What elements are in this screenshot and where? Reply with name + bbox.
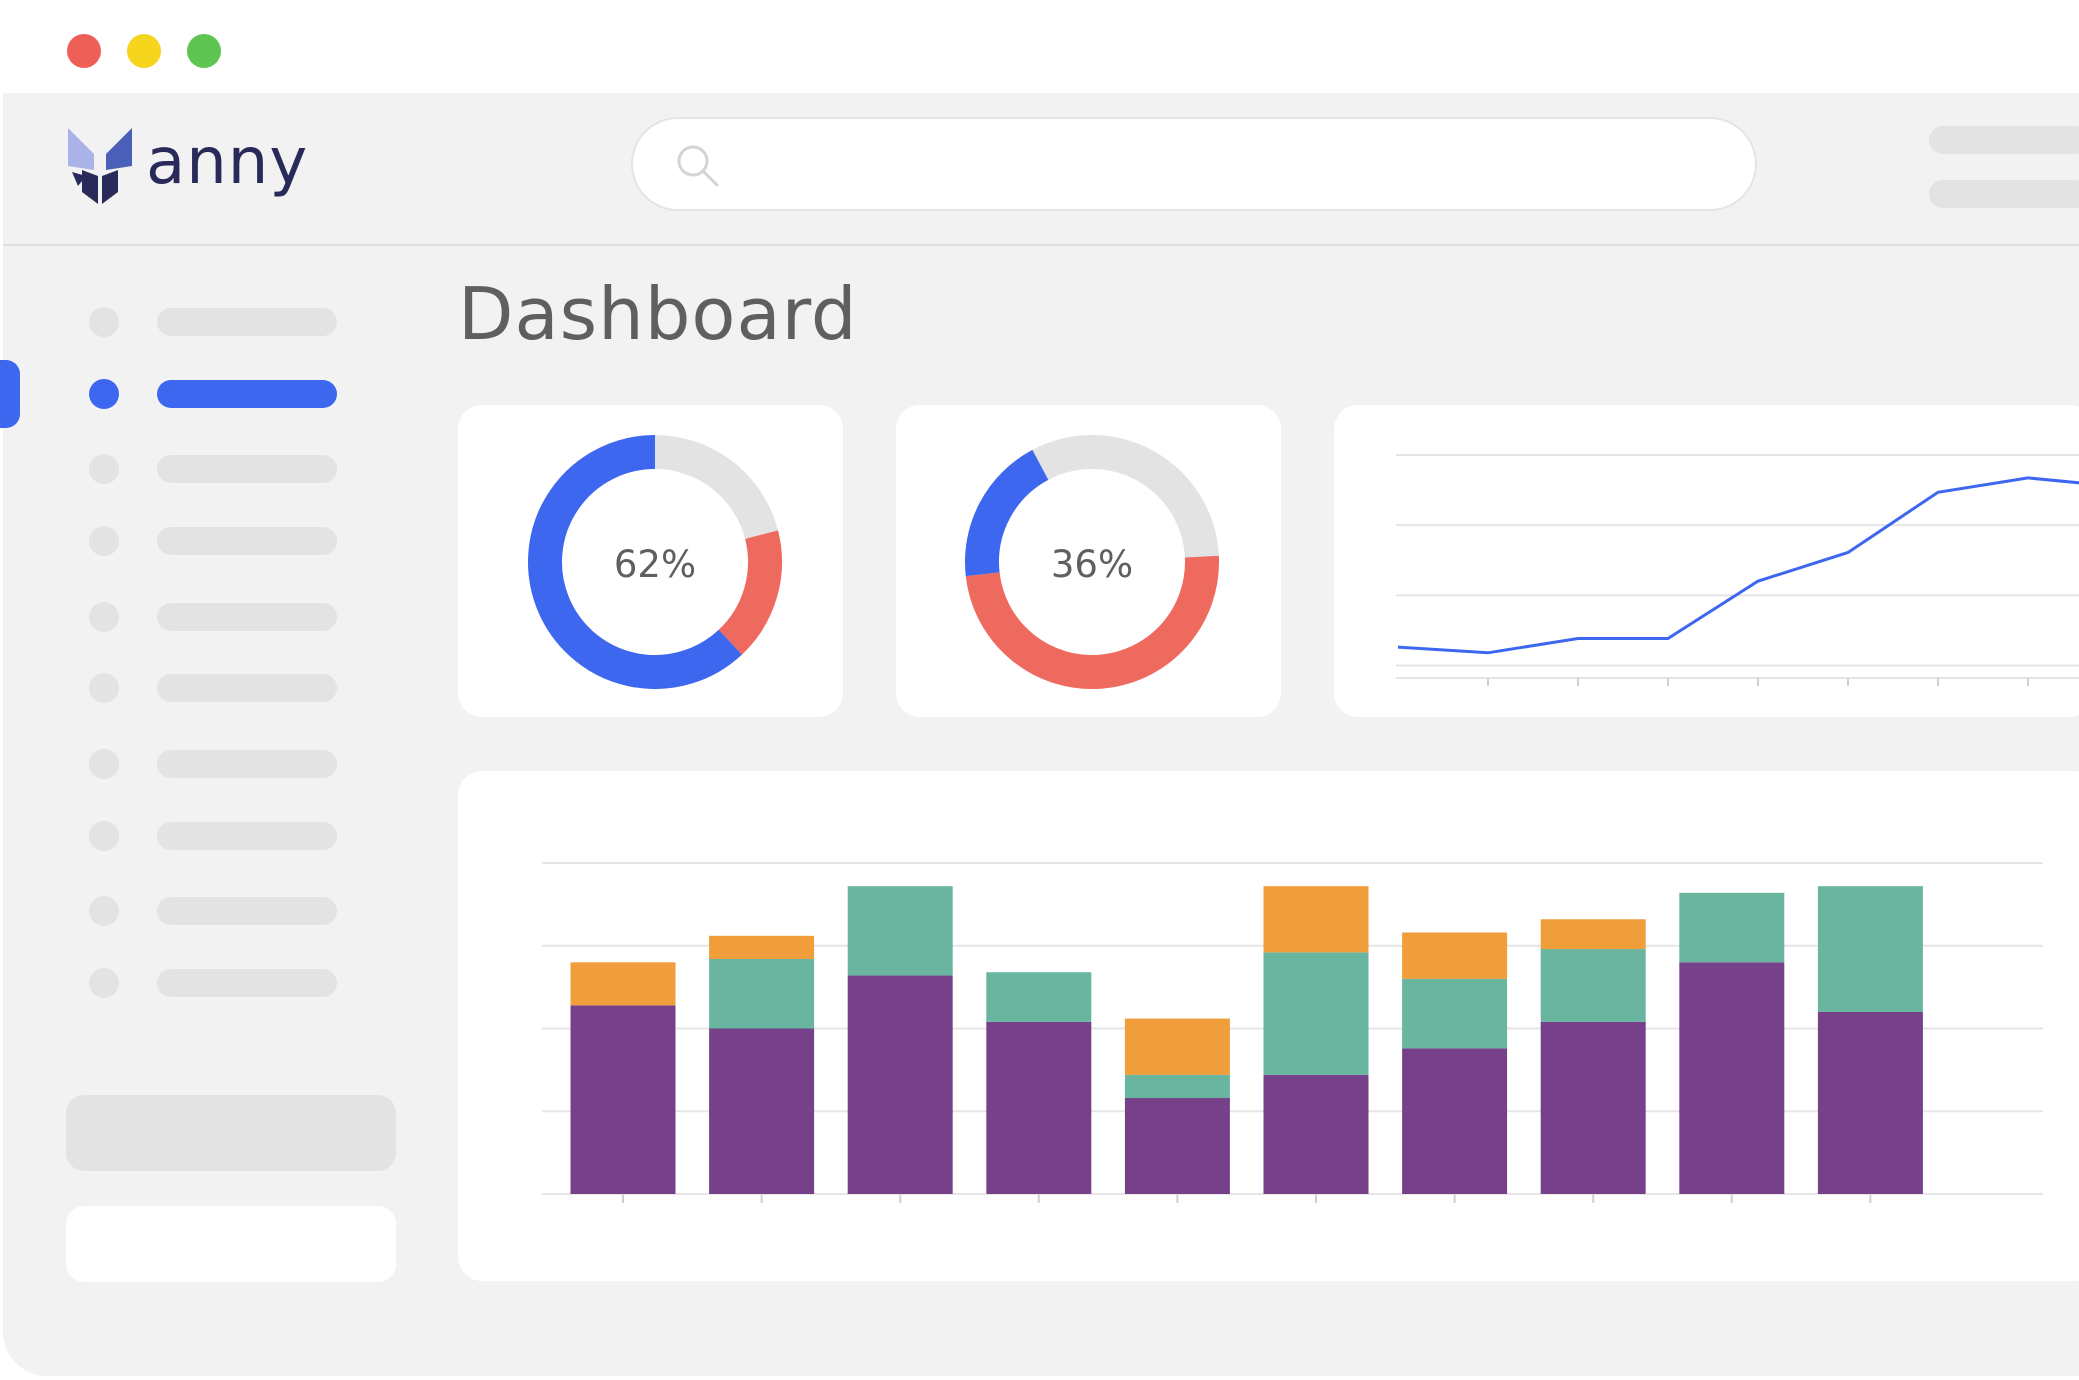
donut-segment — [528, 435, 742, 689]
sidebar-item-dot — [89, 526, 119, 556]
line-series — [1397, 476, 2079, 655]
sidebar-item-label-placeholder — [157, 822, 337, 850]
bar-segment — [1402, 932, 1508, 979]
maximize-button[interactable] — [187, 34, 221, 68]
sidebar-item-dot — [89, 454, 119, 484]
sidebar-item-dot — [89, 821, 119, 851]
sidebar-item-label-placeholder — [157, 380, 337, 408]
donut-segment — [965, 449, 1049, 577]
donut-card: 62% — [458, 405, 843, 717]
bar-segment — [1124, 1098, 1230, 1194]
brand-name: anny — [146, 125, 309, 199]
sidebar-item-dot — [89, 749, 119, 779]
sidebar-item[interactable] — [86, 746, 346, 782]
bar-segment — [570, 1005, 676, 1194]
donut-chart — [528, 435, 782, 689]
header-placeholder-bar — [1929, 180, 2079, 208]
header-placeholder-bar — [1929, 126, 2079, 154]
sidebar-item-label-placeholder — [157, 750, 337, 778]
bar-segment — [1817, 886, 1923, 1012]
stacked-bar-chart — [542, 862, 2043, 1203]
line-chart — [1396, 454, 2079, 686]
bar-segment — [570, 962, 676, 1006]
sidebar-item-label-placeholder — [157, 674, 337, 702]
bar-segment — [1263, 952, 1369, 1075]
sidebar-item[interactable] — [86, 670, 346, 706]
sidebar-item-label-placeholder — [157, 308, 337, 336]
page-title: Dashboard — [458, 272, 858, 356]
sidebar-item[interactable] — [86, 818, 346, 854]
sidebar-item[interactable] — [86, 965, 346, 1001]
bar-segment — [1679, 962, 1785, 1194]
donut-segment — [654, 435, 779, 540]
bar-segment — [1263, 1074, 1369, 1194]
bar-segment — [847, 975, 953, 1194]
search-icon — [677, 145, 719, 187]
sidebar-item[interactable] — [86, 893, 346, 929]
bar-segment — [709, 935, 815, 959]
sidebar-item-dot — [89, 307, 119, 337]
line-chart-card — [1334, 405, 2079, 717]
sidebar-item-dot — [89, 896, 119, 926]
donut-label: 62% — [613, 543, 697, 586]
header-divider — [3, 244, 2079, 246]
sidebar-item[interactable] — [86, 376, 346, 412]
sidebar-item-label-placeholder — [157, 897, 337, 925]
sidebar-item[interactable] — [86, 304, 346, 340]
bar-segment — [986, 1021, 1092, 1194]
sidebar-item-dot — [89, 673, 119, 703]
bar-segment — [1402, 978, 1508, 1049]
bar-segment — [1124, 1074, 1230, 1099]
donut-label: 36% — [1050, 543, 1134, 586]
active-item-indicator — [0, 360, 20, 428]
bar-segment — [986, 972, 1092, 1022]
close-button[interactable] — [67, 34, 101, 68]
bar-segment — [1540, 949, 1646, 1022]
sidebar-item[interactable] — [86, 599, 346, 635]
sidebar-placeholder-card[interactable] — [66, 1206, 396, 1282]
sidebar-item-dot — [89, 379, 119, 409]
donut-segment — [718, 530, 782, 655]
donut-segment — [965, 555, 1219, 689]
donut-card: 36% — [896, 405, 1281, 717]
sidebar-item-label-placeholder — [157, 527, 337, 555]
butterfly-logo-icon — [64, 126, 136, 206]
sidebar-placeholder-block — [66, 1095, 396, 1171]
bar-segment — [847, 886, 953, 976]
bar-segment — [1124, 1018, 1230, 1075]
bar-segment — [1540, 919, 1646, 950]
minimize-button[interactable] — [127, 34, 161, 68]
donut-chart — [965, 435, 1219, 689]
sidebar-item[interactable] — [86, 523, 346, 559]
bar-segment — [1817, 1011, 1923, 1194]
bar-segment — [1263, 886, 1369, 953]
search-input[interactable] — [631, 117, 1757, 211]
sidebar-item-label-placeholder — [157, 969, 337, 997]
bar-segment — [1679, 892, 1785, 963]
sidebar-item-dot — [89, 968, 119, 998]
bar-segment — [1402, 1048, 1508, 1194]
donut-segment — [1032, 435, 1219, 558]
bar-chart-card — [458, 771, 2079, 1281]
sidebar-item[interactable] — [86, 451, 346, 487]
sidebar-item-label-placeholder — [157, 603, 337, 631]
sidebar-item-dot — [89, 602, 119, 632]
bar-segment — [1540, 1021, 1646, 1194]
bar-segment — [709, 1028, 815, 1194]
sidebar-item-label-placeholder — [157, 455, 337, 483]
bar-segment — [709, 958, 815, 1029]
